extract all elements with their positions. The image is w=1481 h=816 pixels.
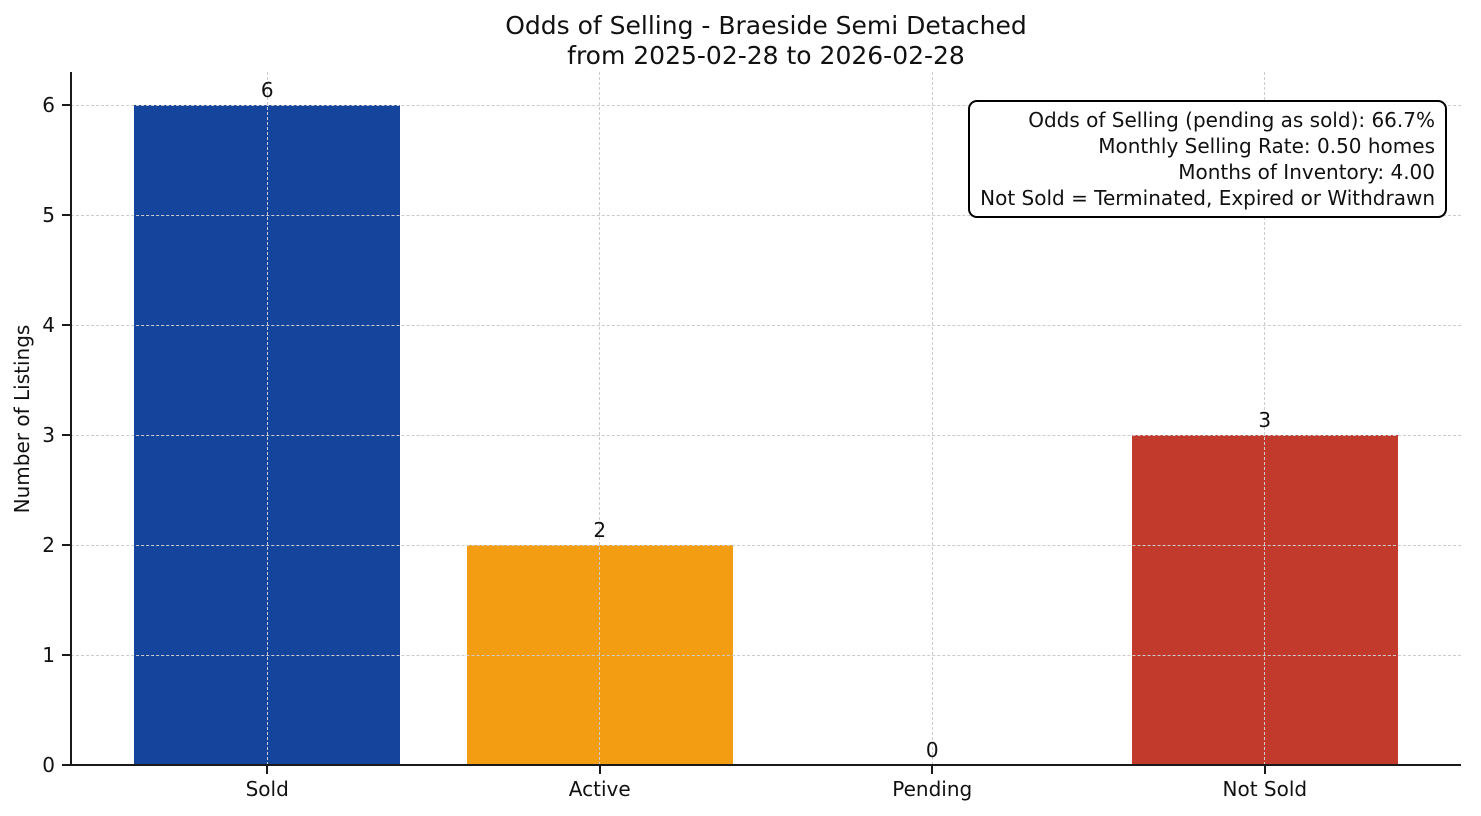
gridline-h-4 (71, 324, 1461, 326)
y-tick-mark-4 (62, 324, 70, 326)
gridline-v-pending (931, 72, 933, 765)
x-axis-spine (69, 764, 1461, 766)
gridline-v-active (599, 72, 601, 765)
gridline-h-3 (71, 434, 1461, 436)
x-tick-label-not-sold: Not Sold (1222, 777, 1308, 801)
bar-value-active: 2 (593, 518, 607, 542)
chart-title-line2: from 2025-02-28 to 2026-02-28 (567, 41, 965, 70)
gridline-v-sold (266, 72, 268, 765)
annotation-months-of-inventory: Months of Inventory: 4.00 (1178, 160, 1435, 184)
bar-value-sold: 6 (260, 78, 274, 102)
bar-value-not-sold: 3 (1258, 408, 1272, 432)
gridline-h-2 (71, 544, 1461, 546)
gridline-h-5 (71, 214, 1461, 216)
annotation-monthly-selling-rate: Monthly Selling Rate: 0.50 homes (1098, 134, 1435, 158)
x-tick-mark-not-sold (1263, 766, 1266, 774)
chart-title-line1: Odds of Selling - Braeside Semi Detached (505, 11, 1027, 40)
y-tick-label-1: 1 (42, 643, 55, 667)
gridline-v-not-sold (1264, 72, 1266, 765)
chart-title: Odds of Selling - Braeside Semi Detached… (71, 11, 1461, 71)
x-tick-label-sold: Sold (245, 777, 289, 801)
x-tick-mark-pending (931, 766, 934, 774)
bar-value-pending: 0 (925, 738, 939, 762)
y-tick-label-6: 6 (42, 93, 55, 117)
y-tick-label-5: 5 (42, 203, 55, 227)
y-tick-mark-1 (62, 654, 70, 656)
y-axis-label: Number of Listings (10, 324, 34, 514)
x-tick-label-pending: Pending (892, 777, 973, 801)
annotation-odds-of-selling: Odds of Selling (pending as sold): 66.7% (1028, 108, 1435, 132)
gridline-h-6 (71, 104, 1461, 106)
x-tick-label-active: Active (568, 777, 631, 801)
y-axis-spine (70, 72, 72, 765)
x-tick-mark-sold (266, 766, 269, 774)
y-tick-mark-0 (62, 764, 70, 766)
y-tick-mark-5 (62, 214, 70, 216)
stats-annotation-box: Odds of Selling (pending as sold): 66.7%… (968, 100, 1447, 218)
y-tick-label-2: 2 (42, 533, 55, 557)
plot-area: 6 2 0 3 0 1 2 3 4 5 6 Sold Active Pending Not Sold O… (42, 72, 1461, 801)
y-tick-label-4: 4 (42, 313, 55, 337)
y-tick-label-3: 3 (42, 423, 55, 447)
y-tick-label-0: 0 (42, 753, 55, 777)
x-tick-mark-active (598, 766, 601, 774)
gridline-h-1 (71, 654, 1461, 656)
y-tick-mark-2 (62, 544, 70, 546)
annotation-not-sold-definition: Not Sold = Terminated, Expired or Withdr… (980, 186, 1435, 210)
y-tick-mark-3 (62, 434, 70, 436)
y-tick-mark-6 (62, 104, 70, 106)
